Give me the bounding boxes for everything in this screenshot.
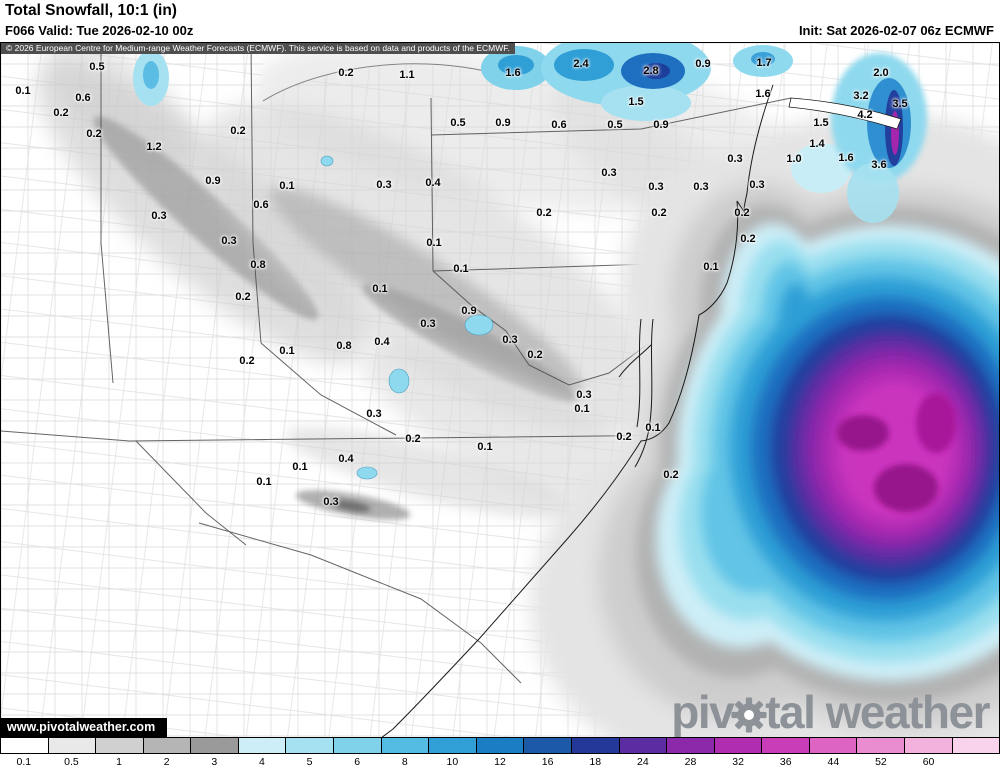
colorbar-segment <box>857 738 905 753</box>
colorbar-segment <box>714 738 763 753</box>
colorbar-segment <box>667 738 715 753</box>
colorbar-segment <box>286 738 335 753</box>
colorbar-label: 44 <box>827 756 840 768</box>
colorbar-label: 2 <box>163 756 170 768</box>
colorbar-label: 0.5 <box>64 756 79 768</box>
colorbar-label: 4 <box>258 756 265 768</box>
gear-icon <box>731 696 767 733</box>
colorbar-label: 10 <box>446 756 459 768</box>
init-time-label: Init: Sat 2026-02-07 06z ECMWF <box>798 23 994 38</box>
colorbar-segments <box>0 737 1000 754</box>
state-borders-layer <box>1 43 792 684</box>
colorbar-label: 24 <box>637 756 649 768</box>
coastline-layer <box>381 84 902 737</box>
colorbar-labels: 0.1 0.5 1 2 3 4 5 6 8 10 12 16 18 24 28 32 36 44 52 60 <box>0 754 1000 771</box>
colorbar-label: 28 <box>684 756 697 768</box>
colorbar-segment <box>952 738 1000 753</box>
colorbar-segment <box>476 738 525 753</box>
forecast-map: © 2026 European Centre for Medium-range … <box>0 42 1000 737</box>
colorbar-label: 12 <box>494 756 506 768</box>
colorbar-segment <box>143 738 192 753</box>
colorbar-segment <box>619 738 668 753</box>
logo-text-part1: piv <box>671 686 734 737</box>
logo-text-part2: tal weather <box>765 686 990 737</box>
colorbar-segment <box>96 738 144 753</box>
colorbar-label: 5 <box>306 756 313 768</box>
colorbar-label: 6 <box>354 756 361 768</box>
colorbar-segment <box>191 738 239 753</box>
colorbar-segment <box>238 738 287 753</box>
colorbar-label: 52 <box>875 756 887 768</box>
forecast-map-graphic <box>1 43 999 737</box>
colorbar-segment <box>904 738 953 753</box>
colorbar-label: 16 <box>541 756 554 768</box>
colorbar-segment <box>429 738 477 753</box>
small-lakes-layer <box>320 155 494 480</box>
valid-time-label: F066 Valid: Tue 2026-02-10 00z <box>5 23 194 38</box>
colorbar-segment <box>48 738 97 753</box>
colorbar-segment <box>1 738 49 753</box>
colorbar-label: 32 <box>732 756 744 768</box>
colorbar-segment <box>381 738 430 753</box>
colorbar-label: 3 <box>211 756 218 768</box>
snowfall-colorbar: 0.1 0.5 1 2 3 4 5 6 8 10 12 16 18 24 28 32 36 44 52 60 <box>0 737 1000 772</box>
colorbar-label: 8 <box>401 756 408 768</box>
northern-snow-patches-layer <box>133 43 927 223</box>
colorbar-segment <box>334 738 382 753</box>
snow-bands-layer <box>35 43 851 522</box>
colorbar-segment <box>524 738 572 753</box>
pivotal-weather-logo: piv tal weather <box>671 686 990 737</box>
colorbar-label: 1 <box>116 756 122 768</box>
colorbar-segment <box>809 738 858 753</box>
colorbar-label: 60 <box>922 756 935 768</box>
colorbar-label: 18 <box>589 756 602 768</box>
colorbar-label: 36 <box>779 756 792 768</box>
colorbar-segment <box>762 738 810 753</box>
header-meta: F066 Valid: Tue 2026-02-10 00z Init: Sat… <box>0 21 1000 42</box>
watermark-url: www.pivotalweather.com <box>1 718 168 737</box>
page-title: Total Snowfall, 10:1 (in) <box>5 2 177 19</box>
colorbar-label: 0.1 <box>16 756 32 768</box>
header: Total Snowfall, 10:1 (in) <box>0 0 1000 21</box>
copyright-notice: © 2026 European Centre for Medium-range … <box>1 43 515 54</box>
colorbar-segment <box>571 738 620 753</box>
